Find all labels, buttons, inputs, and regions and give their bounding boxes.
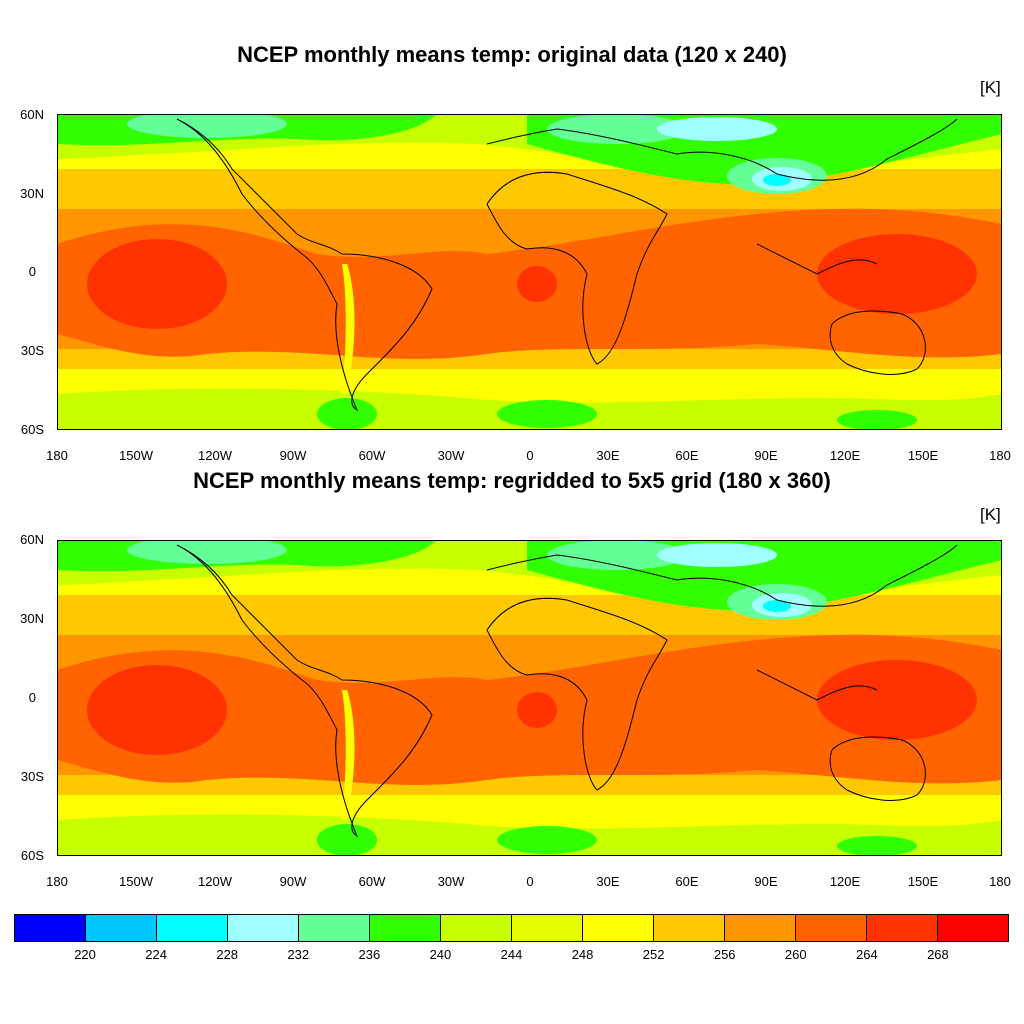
colorbar-swatch — [228, 915, 299, 941]
coastlines — [176, 118, 958, 412]
panel-2-lon-tick: 90W — [279, 874, 307, 889]
colorbar-swatch — [796, 915, 867, 941]
panel-1-lon-tick: 60W — [358, 448, 386, 463]
colorbar-label: 260 — [784, 947, 807, 962]
colorbar-swatch — [725, 915, 796, 941]
panel-2-lon-tick: 120W — [198, 874, 232, 889]
panel-2-lon-tick: 150W — [119, 874, 153, 889]
panel-2-lon-tick: 180 — [46, 874, 68, 889]
colorbar-label: 244 — [500, 947, 523, 962]
temperature-field — [57, 114, 1002, 430]
colorbar-swatch — [15, 915, 86, 941]
colorbar-label: 228 — [216, 947, 239, 962]
panel-1-lon-tick: 30E — [596, 448, 620, 463]
panel-2-map — [57, 540, 1002, 856]
panel-1-lat-tick: 0 — [28, 264, 36, 279]
panel-1-lon-tick: 180 — [46, 448, 68, 463]
panel-2-units: [K] — [980, 505, 1001, 524]
panel-2-lon-tick: 180 — [989, 874, 1011, 889]
panel-1-lon-tick: 60E — [675, 448, 699, 463]
panel-2-lon-tick: 150E — [907, 874, 939, 889]
colorbar-swatch — [867, 915, 938, 941]
panel-2-lon-tick: 90E — [754, 874, 778, 889]
panel-2-lat-tick: 30S — [20, 769, 44, 784]
panel-1-lon-tick: 120E — [829, 448, 861, 463]
colorbar-swatch — [654, 915, 725, 941]
colorbar-swatch — [299, 915, 370, 941]
colorbar-label: 224 — [145, 947, 167, 962]
panel-1-lat-tick: 30S — [20, 343, 44, 358]
panel-2-lat-tick: 60S — [20, 848, 44, 863]
panel-2-lat-tick: 0 — [28, 690, 36, 705]
panel-1-lat-tick: 60S — [20, 422, 44, 437]
colorbar — [14, 914, 1009, 942]
colorbar-label: 236 — [358, 947, 381, 962]
panel-1-lat-tick: 30N — [20, 186, 44, 201]
colorbar-swatch — [441, 915, 512, 941]
panel-2-title: NCEP monthly means temp: regridded to 5x… — [193, 468, 831, 493]
coastlines — [176, 544, 958, 838]
panel-2-lat-tick: 60N — [20, 532, 44, 547]
panel-1-lon-tick: 0 — [526, 448, 534, 463]
panel-2-lon-tick: 30W — [437, 874, 465, 889]
panel-1-lon-tick: 150E — [907, 448, 939, 463]
panel-1-lon-tick: 30W — [437, 448, 465, 463]
panel-2-lon-tick: 60W — [358, 874, 386, 889]
colorbar-swatch — [157, 915, 228, 941]
panel-2-lon-tick: 0 — [526, 874, 534, 889]
panel-1-title: NCEP monthly means temp: original data (… — [237, 42, 787, 67]
panel-1-lon-tick: 90E — [754, 448, 778, 463]
colorbar-label: 256 — [713, 947, 736, 962]
colorbar-label: 232 — [287, 947, 310, 962]
panel-2-lon-tick: 30E — [596, 874, 620, 889]
colorbar-label: 268 — [927, 947, 949, 962]
colorbar-label: 252 — [642, 947, 665, 962]
panel-1-lon-tick: 150W — [119, 448, 153, 463]
panel-2-lat-tick: 30N — [20, 611, 44, 626]
colorbar-label: 264 — [855, 947, 878, 962]
colorbar-swatch — [938, 915, 1008, 941]
colorbar-label: 240 — [429, 947, 452, 962]
panel-2-lon-tick: 60E — [675, 874, 699, 889]
colorbar-swatch — [86, 915, 157, 941]
panel-1-units: [K] — [980, 78, 1001, 97]
temperature-field — [57, 540, 1002, 856]
colorbar-swatch — [583, 915, 654, 941]
panel-1-map — [57, 114, 1002, 430]
panel-1-lon-tick: 180 — [989, 448, 1011, 463]
colorbar-swatch — [370, 915, 441, 941]
colorbar-swatch — [512, 915, 583, 941]
panel-1-lon-tick: 120W — [198, 448, 232, 463]
colorbar-label: 220 — [74, 947, 96, 962]
panel-1-lat-tick: 60N — [20, 107, 44, 122]
colorbar-label: 248 — [571, 947, 594, 962]
panel-1-lon-tick: 90W — [279, 448, 307, 463]
panel-2-lon-tick: 120E — [829, 874, 861, 889]
